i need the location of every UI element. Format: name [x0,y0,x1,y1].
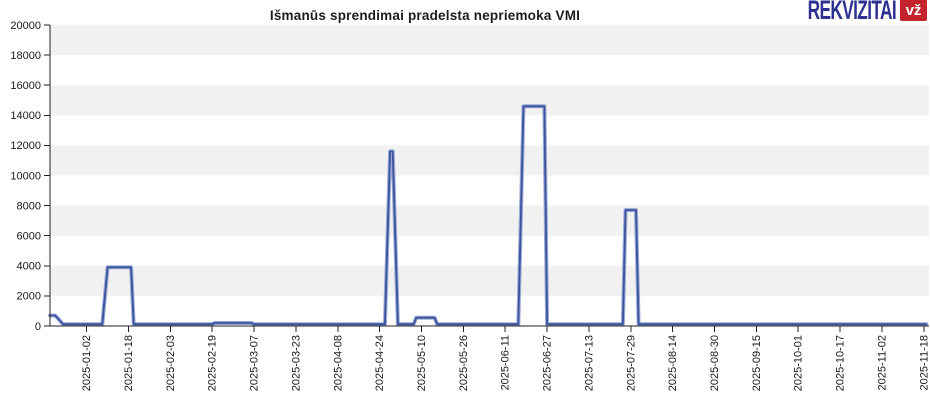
x-tick-label: 2025-02-19 [207,335,219,391]
x-tick-label: 2025-08-14 [667,335,679,391]
x-tick-label: 2025-01-02 [81,335,93,391]
x-tick-label: 2025-02-03 [165,335,177,391]
x-tick-label: 2025-03-23 [290,335,302,391]
x-tick-label: 2025-10-17 [835,335,847,391]
grid-band [50,205,929,236]
chart-title: Išmanūs sprendimai pradelsta nepriemoka … [269,8,581,23]
grid-band [50,265,929,296]
x-tick-label: 2025-10-01 [793,335,805,391]
y-tick-label: 20000 [10,20,41,32]
y-tick-label: 0 [35,321,41,333]
y-tick-label: 4000 [17,261,41,273]
x-tick-label: 2025-05-26 [458,335,470,391]
y-tick-label: 18000 [10,50,41,62]
grid-band [50,25,929,56]
rekvizitai-logo[interactable]: REKVIZITAI vž [758,0,927,25]
x-tick-label: 2025-11-02 [876,335,888,390]
x-tick-label: 2025-04-24 [374,335,386,391]
x-tick-label: 2025-06-11 [500,335,512,390]
y-tick-label: 14000 [10,110,41,122]
grid-band [50,85,929,116]
vz-badge: vž [900,0,927,21]
y-tick-label: 16000 [10,80,41,92]
y-tick-label: 6000 [17,231,41,243]
x-tick-label: 2025-08-30 [709,335,721,391]
x-tick-label: 2025-07-13 [583,335,595,391]
x-tick-label: 2025-09-15 [751,335,763,391]
x-tick-label: 2025-07-29 [625,335,637,391]
grid-band [50,145,929,176]
y-tick-label: 8000 [17,200,41,212]
y-tick-label: 2000 [17,291,41,303]
x-tick-label: 2025-01-18 [123,335,135,391]
x-tick-label: 2025-04-08 [332,335,344,391]
x-tick-label: 2025-11-18 [918,335,930,390]
rekvizitai-brand-text: REKVIZITAI [807,0,897,25]
y-tick-label: 12000 [10,140,41,152]
y-tick-label: 10000 [10,170,41,182]
x-tick-label: 2025-05-10 [416,335,428,391]
x-tick-label: 2025-06-27 [542,335,554,391]
x-tick-label: 2025-03-07 [249,335,261,391]
series-line [49,105,928,326]
